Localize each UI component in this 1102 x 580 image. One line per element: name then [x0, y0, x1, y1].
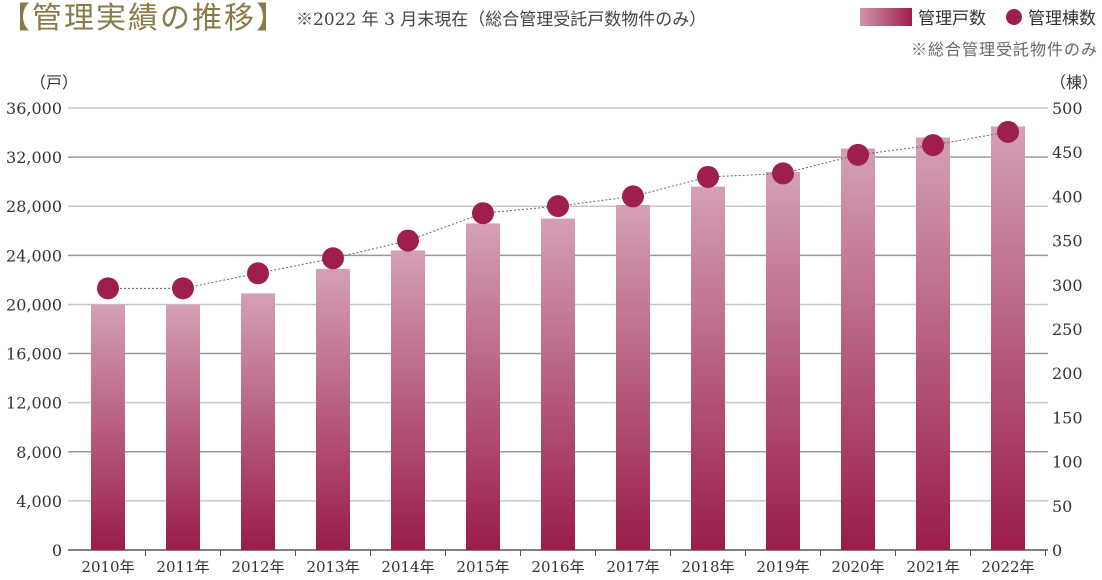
bar	[466, 223, 500, 550]
y-right-tick-label: 300	[1052, 276, 1083, 295]
x-tick-label: 2011年	[156, 558, 209, 576]
y-left-tick-label: 24,000	[6, 246, 62, 265]
y-left-tick-label: 36,000	[6, 99, 62, 118]
y-right-tick-label: 200	[1052, 364, 1083, 383]
chart-title: 【管理実績の推移】	[0, 1, 288, 36]
y-left-tick-label: 32,000	[6, 148, 62, 167]
x-tick-label: 2020年	[831, 558, 884, 576]
y-left-tick-label: 12,000	[6, 394, 62, 413]
dot	[472, 202, 494, 225]
y-left-axis-label: （戸）	[30, 73, 78, 92]
bar	[766, 171, 800, 550]
y-left-tick-label: 4,000	[16, 492, 62, 511]
dot	[997, 120, 1019, 143]
dot	[97, 277, 119, 300]
chart-subtitle: ※2022 年 3 月末現在（総合管理受託戸数物件のみ）	[296, 10, 707, 30]
bar	[91, 304, 125, 550]
dot	[322, 247, 344, 270]
x-tick-label: 2016年	[531, 558, 584, 576]
x-tick-label: 2013年	[306, 558, 359, 576]
y-left-tick-label: 28,000	[6, 197, 62, 216]
bar	[541, 218, 575, 550]
bar	[166, 304, 200, 550]
y-left-tick-label: 8,000	[16, 443, 62, 462]
bar	[616, 204, 650, 550]
legend-bars-label: 管理戸数	[918, 9, 986, 29]
y-right-tick-label: 0	[1052, 541, 1062, 560]
dot	[247, 262, 269, 285]
bar	[691, 186, 725, 551]
y-left-tick-label: 16,000	[6, 345, 62, 364]
legend-dot-swatch	[1006, 8, 1022, 25]
legend-bar-swatch	[860, 7, 912, 26]
x-tick-label: 2017年	[606, 558, 659, 576]
y-right-tick-label: 100	[1052, 453, 1083, 472]
y-left-tick-label: 0	[52, 541, 62, 560]
dot	[697, 165, 719, 188]
y-right-tick-label: 350	[1052, 232, 1083, 251]
y-right-tick-label: 250	[1052, 320, 1083, 339]
y-right-axis-label: （棟）	[1050, 73, 1098, 92]
legend: 管理戸数 管理棟数	[860, 4, 1096, 29]
bar	[916, 137, 950, 550]
x-tick-label: 2018年	[681, 558, 734, 576]
bar	[316, 268, 350, 550]
dot	[922, 134, 944, 157]
x-tick-label: 2021年	[906, 558, 959, 576]
legend-note: ※総合管理受託物件のみ	[910, 40, 1098, 59]
dot	[847, 143, 869, 166]
x-tick-label: 2010年	[81, 558, 134, 576]
y-right-tick-label: 50	[1052, 497, 1072, 516]
dot	[622, 185, 644, 208]
y-right-tick-label: 450	[1052, 143, 1083, 162]
dot	[772, 162, 794, 185]
dot	[172, 277, 194, 300]
bar	[991, 126, 1025, 551]
bar	[841, 148, 875, 550]
y-right-tick-label: 400	[1052, 187, 1083, 206]
bar	[241, 293, 275, 550]
x-tick-label: 2019年	[756, 558, 809, 576]
y-left-tick-label: 20,000	[6, 295, 62, 314]
x-tick-label: 2022年	[981, 558, 1034, 576]
bar	[391, 250, 425, 550]
y-right-tick-label: 500	[1052, 99, 1083, 118]
x-tick-label: 2012年	[231, 558, 284, 576]
y-right-tick-label: 150	[1052, 408, 1083, 427]
x-tick-label: 2014年	[381, 558, 434, 576]
legend-dots-label: 管理棟数	[1028, 9, 1096, 29]
dot	[547, 195, 569, 218]
x-tick-label: 2015年	[456, 558, 509, 576]
dot	[397, 229, 419, 252]
